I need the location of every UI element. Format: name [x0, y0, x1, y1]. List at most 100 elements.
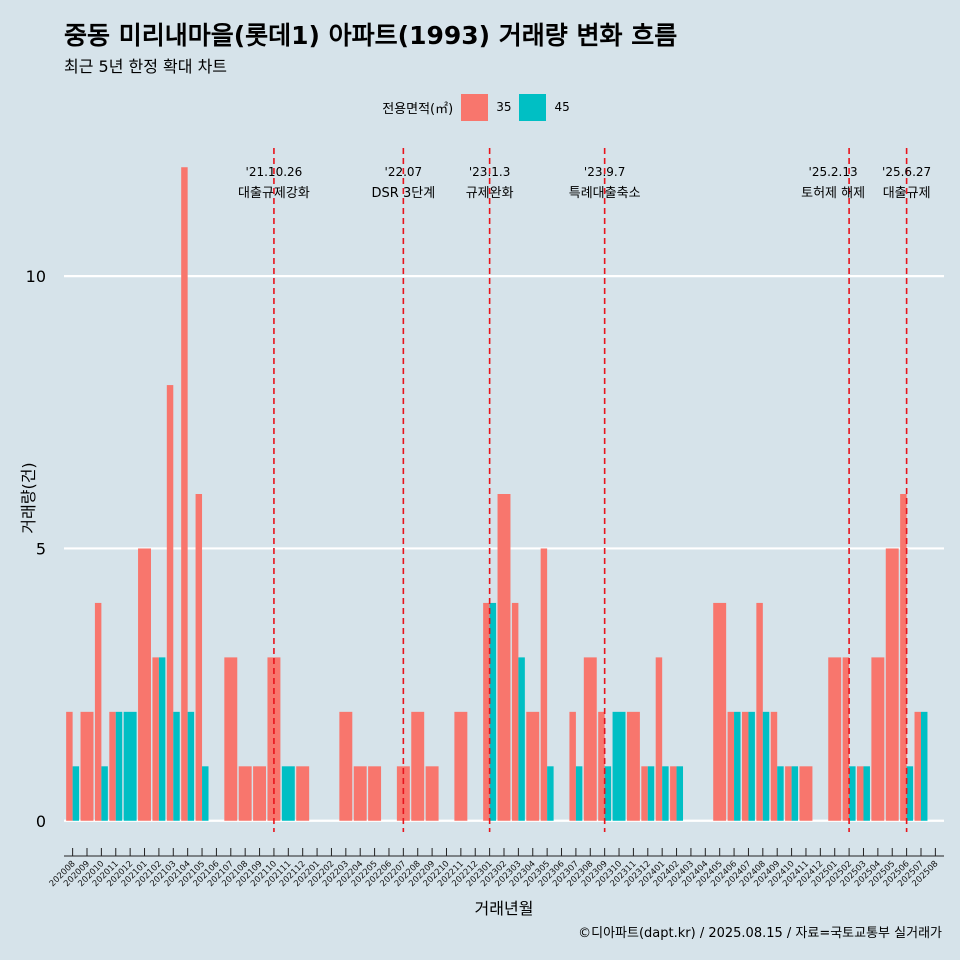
event-date-202506: '25.6.27: [882, 165, 931, 179]
bar-35-202308: [583, 657, 597, 821]
bar-35-202501: [828, 657, 842, 821]
bar-35-202211: [454, 711, 468, 821]
bar-45-202305: [547, 766, 554, 821]
bar-35-202103: [166, 385, 174, 821]
bar-35-202303: [511, 602, 519, 821]
bar-35-202402: [670, 766, 677, 821]
bar-45-202010: [101, 766, 108, 821]
legend-swatch-45: [519, 93, 547, 121]
bar-35-202312: [641, 766, 648, 821]
bar-35-202008: [66, 711, 73, 821]
bar-35-202302: [497, 494, 511, 821]
y-tick-label-0: 0: [36, 812, 46, 831]
bar-35-202304: [526, 711, 540, 821]
bar-35-202504: [871, 657, 885, 821]
bar-45-202410: [791, 766, 799, 821]
y-tick-label-10: 10: [26, 267, 46, 286]
event-label-202502: 토허제 해제: [801, 186, 865, 201]
event-date-202502: '25.2.13: [809, 165, 858, 179]
x-axis-title: 거래년월: [475, 899, 534, 918]
event-date-202301: '23.1.3: [469, 165, 510, 179]
bar-35-202204: [353, 766, 367, 821]
bar-45-202103: [173, 711, 180, 821]
bar-35-202507: [914, 711, 921, 821]
bar-35-202010: [94, 602, 102, 821]
bar-35-202406: [727, 711, 735, 821]
bar-45-202008: [72, 766, 80, 821]
bar-45-202401: [662, 766, 669, 821]
event-date-202110: '21.10.26: [246, 165, 303, 179]
bar-35-202109: [253, 766, 267, 821]
bar-45-202402: [676, 766, 684, 821]
bar-35-202505: [885, 548, 899, 821]
bar-35-202209: [425, 766, 439, 821]
legend-title: 전용면적(㎡): [382, 101, 454, 117]
bar-35-202502: [842, 657, 850, 821]
legend: 전용면적(㎡) 35 45: [0, 92, 960, 122]
bar-35-202011: [109, 711, 116, 821]
bar-35-202205: [368, 766, 382, 821]
event-label-202309: 특례대출축소: [569, 186, 641, 201]
bar-35-202104: [181, 167, 188, 821]
bar-45-202011: [115, 711, 123, 821]
event-date-202309: '23.9.7: [584, 165, 625, 179]
event-label-202506: 대출규제: [883, 186, 931, 201]
chart-title: 중동 미리내마을(롯데1) 아파트(1993) 거래량 변화 흐름: [64, 21, 678, 50]
event-label-202110: 대출규제강화: [238, 186, 310, 201]
chart-subtitle: 최근 5년 한정 확대 차트: [64, 57, 228, 76]
bar-45-202309: [604, 766, 612, 821]
legend-item-45: 45: [519, 93, 570, 121]
legend-item-35: 35: [461, 93, 512, 121]
event-label-202301: 규제완화: [466, 186, 514, 201]
legend-label-45: 45: [554, 100, 570, 114]
bar-45-202503: [863, 766, 870, 821]
bar-35-202410: [785, 766, 792, 821]
bar-45-202301: [489, 602, 497, 821]
bar-35-202309: [598, 711, 605, 821]
bar-35-202107: [224, 657, 238, 821]
bar-45-202409: [777, 766, 784, 821]
bar-35-202305: [540, 548, 548, 821]
bar-35-202101: [138, 548, 151, 821]
event-label-202207: DSR 3단계: [372, 186, 436, 201]
bar-35-202108: [238, 766, 252, 821]
bar-35-202401: [655, 657, 663, 821]
bar-45-202307: [575, 766, 583, 821]
bar-35-202203: [339, 711, 353, 821]
bar-45-202502: [849, 766, 856, 821]
bar-35-202311: [626, 711, 640, 821]
bar-35-202506: [900, 494, 907, 821]
bar-45-202104: [187, 711, 195, 821]
bar-45-202407: [748, 711, 755, 821]
bar-35-202009: [80, 711, 94, 821]
chart-caption: ©디아파트(dapt.kr) / 2025.08.15 / 자료=국토교통부 실…: [578, 926, 942, 941]
bar-45-202406: [734, 711, 741, 821]
bar-35-202307: [569, 711, 576, 821]
bar-45-202303: [518, 657, 525, 821]
event-date-202207: '22.07: [385, 165, 423, 179]
bar-45-202102: [158, 657, 166, 821]
legend-swatch-35: [461, 93, 489, 121]
bar-45-202506: [906, 766, 914, 821]
bar-35-202408: [756, 602, 763, 821]
bar-35-202409: [770, 711, 778, 821]
bar-35-202503: [857, 766, 864, 821]
bar-45-202111: [281, 766, 295, 821]
bar-35-202405: [713, 602, 727, 821]
legend-label-35: 35: [496, 100, 512, 114]
bar-45-202012: [123, 711, 137, 821]
bar-35-202411: [799, 766, 813, 821]
bar-35-202102: [152, 657, 159, 821]
bar-45-202408: [762, 711, 770, 821]
bar-35-202301: [483, 602, 490, 821]
y-tick-label-5: 5: [36, 539, 46, 558]
y-axis-title: 거래량(건): [19, 462, 38, 533]
bar-35-202407: [741, 711, 749, 821]
bar-45-202310: [612, 711, 626, 821]
bar-45-202105: [202, 766, 209, 821]
bar-35-202112: [296, 766, 310, 821]
bar-35-202208: [411, 711, 425, 821]
bar-45-202312: [647, 766, 655, 821]
